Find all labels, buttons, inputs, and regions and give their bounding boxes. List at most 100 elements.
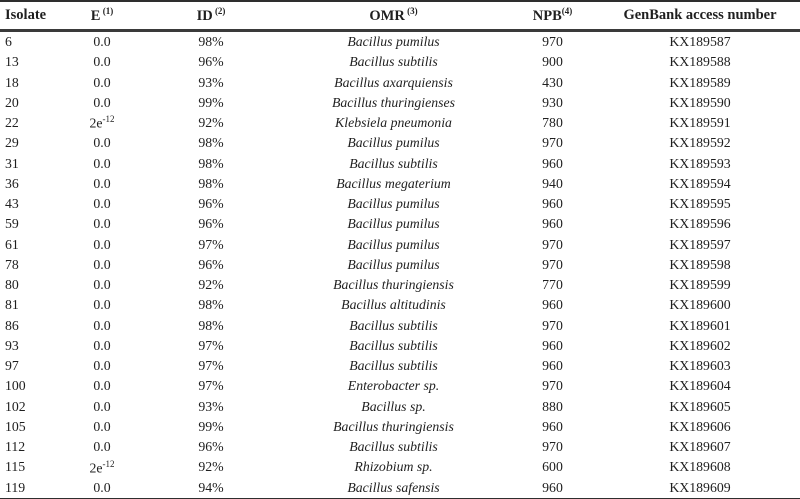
cell-npb: 970 <box>542 135 563 151</box>
cell-isolate: 81 <box>5 297 19 313</box>
cell-id: 96% <box>198 196 224 212</box>
cell-genbank: KX189598 <box>669 256 731 272</box>
cell-e: 0.0 <box>93 175 111 191</box>
table-row: 43 0.0 96% Bacillus pumilus 960 KX189595 <box>0 194 800 214</box>
cell-isolate: 59 <box>5 216 19 232</box>
cell-omr: Bacillus pumilus <box>347 216 440 232</box>
cell-id: 96% <box>198 216 224 232</box>
cell-e: 0.0 <box>93 277 111 293</box>
cell-id: 96% <box>198 54 224 70</box>
cell-genbank: KX189590 <box>669 94 731 110</box>
cell-omr: Bacillus subtilis <box>349 439 438 455</box>
cell-npb: 970 <box>542 236 563 252</box>
cell-isolate: 119 <box>5 479 26 495</box>
table-row: 13 0.0 96% Bacillus subtilis 900 KX189588 <box>0 52 800 72</box>
cell-genbank: KX189589 <box>669 74 731 90</box>
cell-id: 99% <box>198 94 224 110</box>
cell-isolate: 20 <box>5 94 19 110</box>
cell-genbank: KX189609 <box>669 479 731 495</box>
cell-e: 2e-12 <box>89 458 115 476</box>
table-row: 36 0.0 98% Bacillus megaterium 940 KX189594 <box>0 174 800 194</box>
cell-omr: Bacillus axarquiensis <box>334 74 453 90</box>
cell-isolate: 80 <box>5 277 19 293</box>
column-header-omr: OMR (3) <box>282 1 505 32</box>
cell-genbank: KX189606 <box>669 418 731 434</box>
cell-npb: 900 <box>542 54 563 70</box>
cell-npb: 970 <box>542 34 563 50</box>
cell-id: 97% <box>198 236 224 252</box>
cell-e: 0.0 <box>93 196 111 212</box>
cell-isolate: 97 <box>5 358 19 374</box>
cell-omr: Bacillus thuringienses <box>331 94 455 110</box>
cell-e: 0.0 <box>93 94 111 110</box>
cell-omr: Bacillus pumilus <box>347 256 440 272</box>
table-row: 115 2e-12 92% Rhizobium sp. 600 KX189608 <box>0 457 800 477</box>
cell-e: 0.0 <box>93 135 111 151</box>
column-header-npb: NPB(4) <box>505 1 600 32</box>
cell-omr: Bacillus pumilus <box>347 196 440 212</box>
cell-omr: Bacillus subtilis <box>349 54 438 70</box>
cell-isolate: 31 <box>5 155 19 171</box>
cell-npb: 970 <box>542 439 563 455</box>
cell-isolate: 61 <box>5 236 19 252</box>
cell-isolate: 18 <box>5 74 19 90</box>
cell-npb: 960 <box>542 297 563 313</box>
cell-e: 0.0 <box>93 418 111 434</box>
cell-npb: 770 <box>542 277 563 293</box>
table-row: 31 0.0 98% Bacillus subtilis 960 KX189593 <box>0 154 800 174</box>
exponent: -12 <box>102 458 115 469</box>
table-row: 93 0.0 97% Bacillus subtilis 960 KX189602 <box>0 336 800 356</box>
cell-npb: 960 <box>542 337 563 353</box>
cell-e: 2e-12 <box>89 114 115 131</box>
cell-isolate: 6 <box>5 34 12 50</box>
cell-isolate: 22 <box>5 115 19 131</box>
table-row: 59 0.0 96% Bacillus pumilus 960 KX189596 <box>0 214 800 234</box>
cell-omr: Bacillus subtilis <box>349 317 438 333</box>
cell-id: 98% <box>198 135 224 151</box>
cell-omr: Klebsiela pneumonia <box>335 115 452 131</box>
table-row: 105 0.0 99% Bacillus thuringiensis 960 KX1896… <box>0 417 800 437</box>
cell-omr: Bacillus sp. <box>361 398 426 414</box>
column-header-genbank: GenBank access number <box>600 1 800 32</box>
cell-genbank: KX189605 <box>669 398 731 414</box>
cell-id: 96% <box>198 256 224 272</box>
exponent: -12 <box>102 114 115 125</box>
cell-e: 0.0 <box>93 216 111 232</box>
cell-omr: Bacillus subtilis <box>349 337 438 353</box>
footnote-marker: (1) <box>100 6 114 17</box>
cell-omr: Bacillus pumilus <box>347 236 440 252</box>
cell-npb: 960 <box>542 418 563 434</box>
cell-id: 98% <box>198 34 224 50</box>
cell-omr: Bacillus altitudinis <box>341 297 446 313</box>
cell-isolate: 115 <box>5 459 26 475</box>
cell-id: 98% <box>198 175 224 191</box>
cell-e: 0.0 <box>93 378 111 394</box>
cell-isolate: 112 <box>5 439 26 455</box>
cell-omr: Bacillus subtilis <box>349 155 438 171</box>
cell-genbank: KX189601 <box>669 317 731 333</box>
cell-genbank: KX189608 <box>669 459 731 475</box>
cell-genbank: KX189607 <box>669 439 731 455</box>
table-row: 97 0.0 97% Bacillus subtilis 960 KX189603 <box>0 356 800 376</box>
column-header-e: E (1) <box>64 1 140 32</box>
cell-id: 98% <box>198 155 224 171</box>
table-row: 80 0.0 92% Bacillus thuringiensis 770 KX18959… <box>0 275 800 295</box>
table-row: 22 2e-12 92% Klebsiela pneumonia 780 KX189591 <box>0 113 800 133</box>
cell-npb: 960 <box>542 196 563 212</box>
column-header-isolate: Isolate <box>0 1 64 32</box>
cell-genbank: KX189587 <box>669 34 731 50</box>
cell-genbank: KX189600 <box>669 297 731 313</box>
cell-e: 0.0 <box>93 74 111 90</box>
cell-npb: 940 <box>542 175 563 191</box>
cell-isolate: 105 <box>5 418 26 434</box>
cell-e: 0.0 <box>93 256 111 272</box>
cell-genbank: KX189595 <box>669 196 731 212</box>
cell-genbank: KX189604 <box>669 378 731 394</box>
cell-genbank: KX189603 <box>669 358 731 374</box>
cell-npb: 970 <box>542 378 563 394</box>
cell-npb: 880 <box>542 398 563 414</box>
cell-e: 0.0 <box>93 54 111 70</box>
cell-omr: Bacillus subtilis <box>349 358 438 374</box>
